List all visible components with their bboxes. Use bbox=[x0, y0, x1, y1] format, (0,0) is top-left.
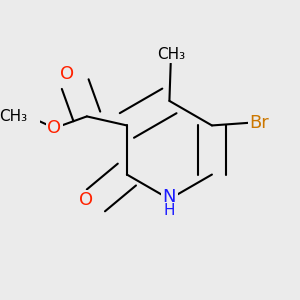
Text: O: O bbox=[79, 191, 93, 209]
Text: N: N bbox=[163, 188, 176, 206]
Text: CH₃: CH₃ bbox=[0, 109, 27, 124]
Text: Br: Br bbox=[249, 114, 269, 132]
Text: O: O bbox=[60, 65, 74, 83]
Text: H: H bbox=[164, 203, 175, 218]
Text: O: O bbox=[47, 119, 61, 137]
Text: CH₃: CH₃ bbox=[157, 47, 185, 62]
